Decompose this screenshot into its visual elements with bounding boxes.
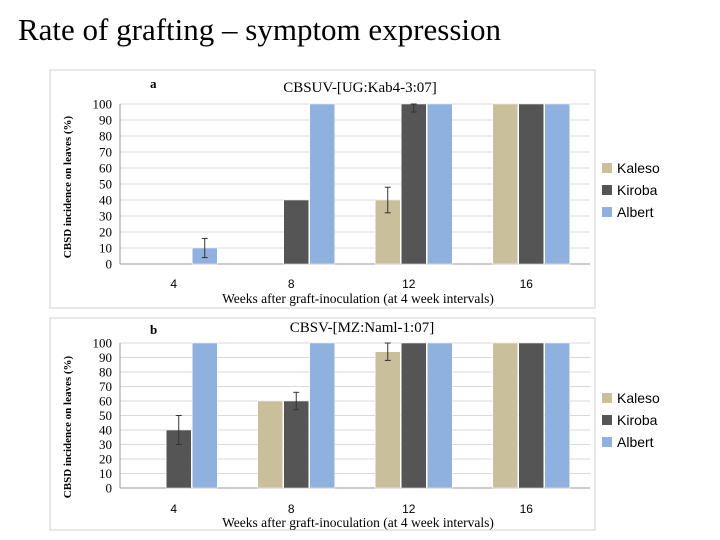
chart-b-x-tick-label: 16 [520,502,534,516]
chart-a-bar-albert [427,103,453,265]
chart-a-y-tick-label: 0 [106,257,113,272]
chart-a-legend-label-kaleso: Kaleso [617,160,660,176]
chart-a-y-tick-label: 40 [99,193,112,208]
chart-b-y-tick-label: 70 [99,379,112,394]
chart-b-x-axis-label: Weeks after graft-inoculation (at 4 week… [222,515,494,530]
chart-b-x-tick-label: 12 [402,502,416,516]
chart-b-bar-kiroba [518,342,544,489]
chart-b-legend-swatch-albert [602,437,612,447]
chart-b-legend-label-albert: Albert [617,434,654,450]
chart-a-legend-label-albert: Albert [617,204,654,220]
chart-b-y-axis-label: CBSD incidence on leaves (%) [62,355,74,498]
chart-a-bar-albert [309,103,335,265]
chart-a-bar-albert [544,103,570,265]
chart-a-y-tick-label: 80 [99,129,112,144]
chart-a-bar-kaleso [492,103,518,265]
chart-b-bar-albert [309,342,335,489]
chart-a-y-tick-label: 30 [99,209,112,224]
chart-a-y-tick-label: 20 [99,225,112,240]
chart-a-y-tick-label: 10 [99,241,112,256]
chart-b-title: CBSV-[MZ:Naml-1:07] [290,320,434,336]
chart-b-y-tick-label: 60 [99,394,112,409]
chart-b-bar-kiroba [401,342,427,489]
chart-b-bar-kaleso [257,400,283,489]
chart-a-y-tick-label: 70 [99,145,112,160]
chart-b-y-tick-label: 100 [93,336,113,351]
chart-b-bar-albert [544,342,570,489]
chart-a-x-tick-label: 4 [170,277,177,291]
chart-a-x-tick-label: 16 [520,277,534,291]
chart-b-legend-swatch-kiroba [602,415,612,425]
chart-a-bar-kiroba [401,103,427,265]
chart-a-legend-swatch-kiroba [602,185,612,195]
chart-a-legend-swatch-albert [602,207,612,217]
chart-b-x-tick-label: 4 [170,502,177,516]
chart-a-legend-swatch-kaleso [602,163,612,173]
chart-b-legend-label-kiroba: Kiroba [617,412,658,428]
chart-b-y-tick-label: 0 [106,481,113,496]
chart-a-bar-kiroba [518,103,544,265]
chart-b-y-tick-label: 80 [99,365,112,380]
chart-a-legend-label-kiroba: Kiroba [617,182,658,198]
chart-b-y-tick-label: 20 [99,452,112,467]
chart-b-x-tick-label: 8 [288,502,295,516]
chart-a-bar-kiroba [283,199,309,265]
chart-a-x-tick-label: 12 [402,277,416,291]
chart-a-x-tick-label: 8 [288,277,295,291]
chart-b-legend-label-kaleso: Kaleso [617,390,660,406]
chart-b-y-tick-label: 50 [99,408,112,423]
chart-a-y-tick-label: 60 [99,161,112,176]
chart-b-bar-kaleso [492,342,518,489]
chart-b-y-tick-label: 30 [99,437,112,452]
chart-b-bar-kaleso [375,351,401,489]
chart-b-legend-swatch-kaleso [602,393,612,403]
chart-b-y-tick-label: 40 [99,423,112,438]
chart-a-y-tick-label: 100 [93,97,113,112]
chart-b-bar-albert [192,342,218,489]
slide-title: Rate of grafting – symptom expression [18,12,501,47]
chart-a-y-tick-label: 50 [99,177,112,192]
chart-a-panel-label: a [150,76,157,91]
chart-b-y-tick-label: 90 [99,350,112,365]
chart-b-y-tick-label: 10 [99,466,112,481]
chart-b-bar-kiroba [166,429,192,489]
chart-a-y-axis-label: CBSD incidence on leaves (%) [62,115,74,258]
chart-b-bar-kiroba [283,400,309,489]
chart-a-x-axis-label: Weeks after graft-inoculation (at 4 week… [222,291,494,306]
chart-b-bar-albert [427,342,453,489]
chart-a-title: CBSUV-[UG:Kab4-3:07] [283,80,437,96]
chart-a-y-tick-label: 90 [99,113,112,128]
chart-b-panel-label: b [150,322,157,337]
